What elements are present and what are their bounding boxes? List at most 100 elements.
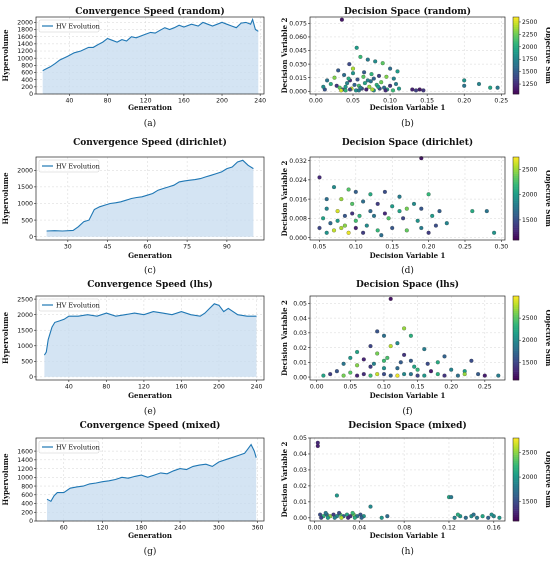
colorbar-segment (513, 516, 519, 520)
colorbar-segment (513, 373, 519, 377)
scatter-point (397, 209, 402, 214)
x-tick-label: 160 (176, 384, 188, 391)
legend-label: HV Evolution (56, 162, 100, 170)
y-tick-label: 0.03 (293, 330, 307, 337)
scatter-point (388, 83, 393, 88)
y-tick-label: 0.00 (293, 374, 307, 381)
colorbar-segment (513, 510, 519, 514)
colorbar-segment (513, 477, 519, 480)
scatter-point (361, 230, 366, 235)
y-tick-label: 1500 (17, 327, 33, 334)
legend-label: HV Evolution (56, 22, 100, 30)
panel-b: 0.00 0.05 0.10 0.15 0.20 0.25 0.000 0.015 0.030 0… (280, 6, 550, 129)
scatter-point (317, 225, 322, 231)
y-axis-label: Decision Variable 2 (280, 300, 289, 376)
hv-area (47, 444, 257, 521)
colorbar-segment (513, 325, 519, 328)
colorbar-segment (513, 26, 519, 29)
colorbar-segment (513, 498, 519, 501)
x-tick-label: 0.05 (343, 384, 357, 391)
x-axis-label: Generation (128, 391, 172, 400)
colorbar-segment (513, 202, 519, 206)
colorbar-segment (513, 190, 519, 193)
scatter-point (368, 344, 373, 349)
colorbar-segment (513, 363, 519, 366)
scatter-point (411, 201, 417, 206)
colorbar-segment (513, 74, 519, 77)
scatter-point (437, 209, 442, 214)
hv-line (42, 17, 259, 72)
x-tick-label: 45 (104, 244, 112, 251)
y-tick-label: 0.016 (289, 196, 307, 203)
plot-frame (35, 16, 265, 95)
scatter-point (462, 78, 467, 83)
hv-area (46, 160, 254, 237)
scatter-point (433, 223, 438, 228)
scatter-point (361, 372, 366, 377)
colorbar-segment (513, 352, 519, 356)
colorbar-segment (513, 302, 519, 305)
colorbar-segment (513, 367, 519, 370)
scatter-point (484, 209, 489, 214)
x-tick-label: 40 (65, 384, 73, 391)
scatter-point (319, 515, 324, 520)
scatter-point (365, 78, 370, 83)
scatter-point (331, 185, 337, 190)
scatter-point (354, 45, 359, 50)
y-tick-label: 2000 (17, 312, 33, 319)
scatter-point (352, 82, 357, 87)
colorbar-segment (513, 63, 519, 66)
colorbar-segment (513, 440, 519, 443)
scatter-point (385, 514, 390, 519)
x-tick-label: 120 (97, 525, 109, 532)
scatter-point (324, 197, 329, 202)
colorbar-segment (513, 344, 519, 347)
colorbar-tick-label: 1750 (522, 56, 537, 63)
colorbar-segment (513, 22, 519, 25)
colorbar-segment (513, 194, 519, 197)
colorbar-tick-label: 2250 (522, 31, 537, 38)
colorbar-segment (513, 323, 519, 326)
y-tick-label: 600 (21, 492, 33, 499)
y-tick-label: 0.05 (293, 301, 307, 308)
scatter-point (371, 213, 377, 218)
scatter-point (367, 84, 372, 89)
legend: HV Evolution (38, 298, 100, 312)
scatter-point (444, 221, 449, 226)
y-tick-label: 200 (21, 84, 33, 91)
colorbar-segment (513, 342, 519, 345)
scatter-point (362, 81, 367, 86)
scatter-point (369, 72, 374, 77)
scatter-point (415, 373, 420, 378)
colorbar-tick-label: 2000 (522, 44, 537, 51)
colorbar-segment (513, 508, 519, 511)
colorbar-segment (513, 206, 519, 210)
x-tick-label: 0.10 (377, 384, 391, 391)
colorbar-segment (513, 175, 519, 179)
legend-label: HV Evolution (56, 301, 100, 309)
scatter-point (359, 515, 364, 520)
colorbar-segment (513, 444, 519, 447)
scatter-point (379, 233, 384, 238)
y-axis-label: Hypervolume (1, 172, 10, 225)
colorbar-segment (513, 308, 519, 311)
scatter-point (350, 201, 355, 206)
y-tick-label: 1600 (17, 448, 33, 455)
y-tick-label: 0.045 (289, 48, 307, 55)
scatter-point (334, 83, 339, 88)
scatter-point (355, 77, 360, 82)
scatter-point (395, 373, 400, 378)
x-axis-label: Generation (128, 103, 172, 112)
y-tick-label: 2500 (17, 296, 33, 303)
y-axis-label: Hypervolume (1, 453, 10, 506)
scatter-point (339, 197, 344, 202)
scatter-point (426, 192, 431, 197)
scatter-point (452, 515, 457, 520)
y-tick-label: 0.02 (293, 345, 307, 352)
scatter-point (421, 88, 426, 93)
colorbar-segment (513, 452, 519, 455)
scatter-point (332, 75, 337, 80)
colorbar-segment (513, 32, 519, 35)
scatter-point (341, 373, 346, 378)
y-tick-label: 0.05 (293, 435, 307, 442)
